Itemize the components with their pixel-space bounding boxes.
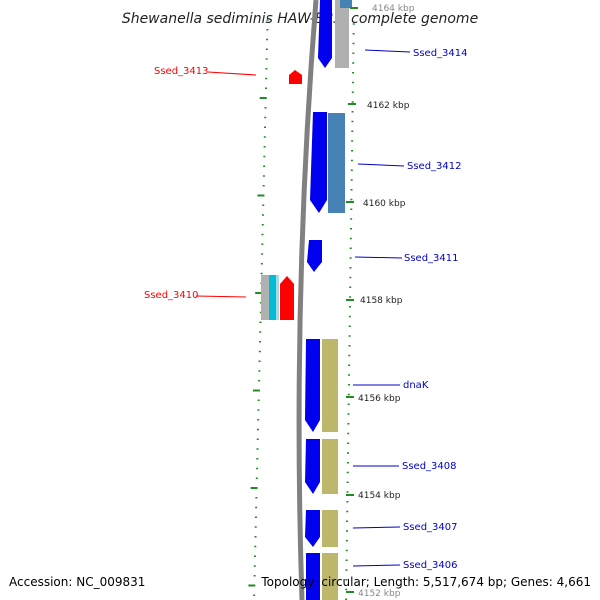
gene-labels: Ssed_3414 Ssed_3413 Ssed_3412 Ssed_3411 …	[144, 48, 468, 571]
kbp-labels: 4164 kbp 4162 kbp 4160 kbp 4158 kbp 4156…	[358, 4, 415, 599]
cds-ssed-3413[interactable]	[289, 70, 302, 84]
gene-label-dnak[interactable]: dnaK	[403, 380, 429, 391]
gene-label-ssed-3414[interactable]: Ssed_3414	[413, 48, 468, 59]
gene-label-ssed-3412[interactable]: Ssed_3412	[407, 161, 462, 172]
gene-label-ssed-3407[interactable]: Ssed_3407	[403, 522, 458, 533]
gene-ssed-3410-grey[interactable]	[261, 275, 269, 320]
kbp-label: 4156 kbp	[358, 394, 401, 404]
gene-ssed-3414-top[interactable]	[340, 0, 352, 8]
kbp-label: 4154 kbp	[358, 491, 401, 501]
gene-ssed-3406[interactable]	[322, 553, 338, 600]
gene-dnak[interactable]	[322, 339, 338, 432]
kbp-label: 4158 kbp	[360, 296, 403, 306]
gene-label-ssed-3413[interactable]: Ssed_3413	[154, 66, 209, 77]
gene-label-ssed-3410[interactable]: Ssed_3410	[144, 290, 199, 301]
cds-ssed-3408[interactable]	[305, 439, 320, 494]
topology-text: Topology: circular; Length: 5,517,674 bp…	[260, 575, 591, 589]
kbp-label: 4160 kbp	[363, 199, 406, 209]
gene-ssed-3408[interactable]	[322, 439, 338, 494]
map-title: Shewanella sediminis HAW-EB3, complete g…	[122, 11, 478, 27]
gene-ssed-3412[interactable]	[328, 113, 345, 213]
genome-backbone	[296, 0, 319, 600]
gene-label-ssed-3408[interactable]: Ssed_3408	[402, 461, 457, 472]
kbp-label: 4164 kbp	[372, 4, 415, 14]
gene-label-ssed-3411[interactable]: Ssed_3411	[404, 253, 459, 264]
right-tick-marks	[345, 23, 355, 600]
accession-text: Accession: NC_009831	[9, 575, 145, 589]
gene-ssed-3414[interactable]	[335, 0, 349, 68]
cds-dnak[interactable]	[305, 339, 320, 432]
cds-ssed-3412[interactable]	[310, 112, 327, 213]
kbp-label: 4162 kbp	[367, 101, 410, 111]
kbp-label: 4152 kbp	[358, 589, 401, 599]
cds-features	[261, 0, 352, 600]
gene-ssed-3407[interactable]	[322, 510, 338, 547]
cds-ssed-3411[interactable]	[307, 240, 322, 272]
gene-label-ssed-3406[interactable]: Ssed_3406	[403, 560, 458, 571]
kbp-ticks	[346, 7, 358, 593]
left-tick-marks	[248, 19, 269, 596]
cds-ssed-3406[interactable]	[306, 553, 320, 600]
gene-ssed-3410-light[interactable]	[276, 275, 279, 320]
cds-ssed-3410[interactable]	[280, 276, 294, 320]
cds-ssed-3414[interactable]	[318, 0, 332, 68]
leader-lines	[195, 49, 411, 567]
gene-ssed-3410-cyan[interactable]	[269, 275, 276, 320]
cds-ssed-3407[interactable]	[305, 510, 320, 547]
